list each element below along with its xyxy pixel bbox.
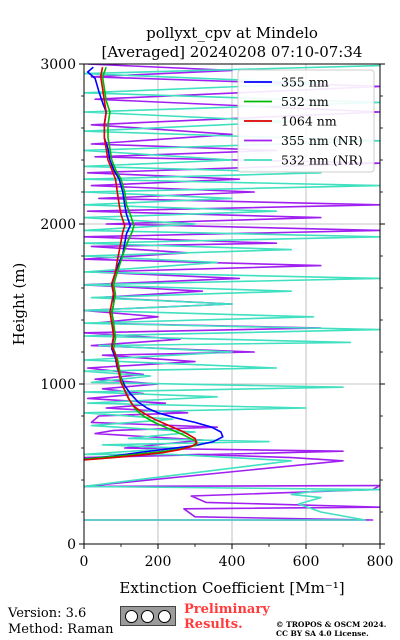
- y-tick-label: 2000: [40, 217, 76, 233]
- method-text: Method: Raman: [8, 622, 114, 637]
- legend-box: [237, 69, 375, 173]
- by-icon: [141, 609, 155, 623]
- legend: 355 nm 532 nm 1064 nm 355 nm (NR) 532 nm (NR…: [237, 69, 375, 173]
- series-line-1064-nm: [84, 67, 198, 461]
- y-axis-label: Height (m): [10, 263, 28, 346]
- cc-icon: [124, 609, 138, 623]
- preliminary-line-1: Preliminary: [184, 602, 270, 617]
- legend-label: 532 nm: [281, 94, 329, 109]
- legend-label: 355 nm (NR): [281, 133, 363, 148]
- x-tick-label: 600: [293, 554, 320, 570]
- x-tick-label: 400: [219, 554, 246, 570]
- x-tick-label: 800: [367, 554, 394, 570]
- series-line-355-nm-nr: [84, 64, 380, 521]
- sa-icon: [158, 609, 172, 623]
- preliminary-line-2: Results.: [184, 617, 243, 632]
- cc-license-icon: [120, 606, 176, 626]
- legend-label: 355 nm: [281, 75, 329, 90]
- legend-label: 532 nm (NR): [281, 153, 363, 168]
- chart-subtitle: [Averaged] 20240208 07:10-07:34: [102, 43, 363, 61]
- x-tick-label: 200: [145, 554, 172, 570]
- y-tick-label: 1000: [40, 377, 76, 393]
- version-text: Version: 3.6: [8, 606, 87, 621]
- copyright-notice: © TROPOS & OSCM 2024. CC BY SA 4.0 Licen…: [276, 620, 386, 638]
- y-tick-label: 0: [67, 537, 76, 553]
- series-line-532-nm: [84, 66, 198, 460]
- preliminary-notice: Preliminary Results.: [184, 602, 270, 632]
- copyright-line-2: CC BY SA 4.0 License.: [276, 629, 369, 638]
- chart-title: pollyxt_cpv at Mindelo: [146, 24, 318, 42]
- ticks: 0 200 400 600 800 0 1000 2000 3000: [40, 57, 393, 570]
- x-tick-label: 0: [80, 554, 89, 570]
- legend-label: 1064 nm: [281, 114, 337, 129]
- y-tick-label: 3000: [40, 57, 76, 73]
- x-axis-label: Extinction Coefficient [Mm⁻¹]: [119, 579, 344, 597]
- copyright-line-1: © TROPOS & OSCM 2024.: [276, 620, 387, 629]
- footer-info: Version: 3.6 Method: Raman: [8, 606, 114, 638]
